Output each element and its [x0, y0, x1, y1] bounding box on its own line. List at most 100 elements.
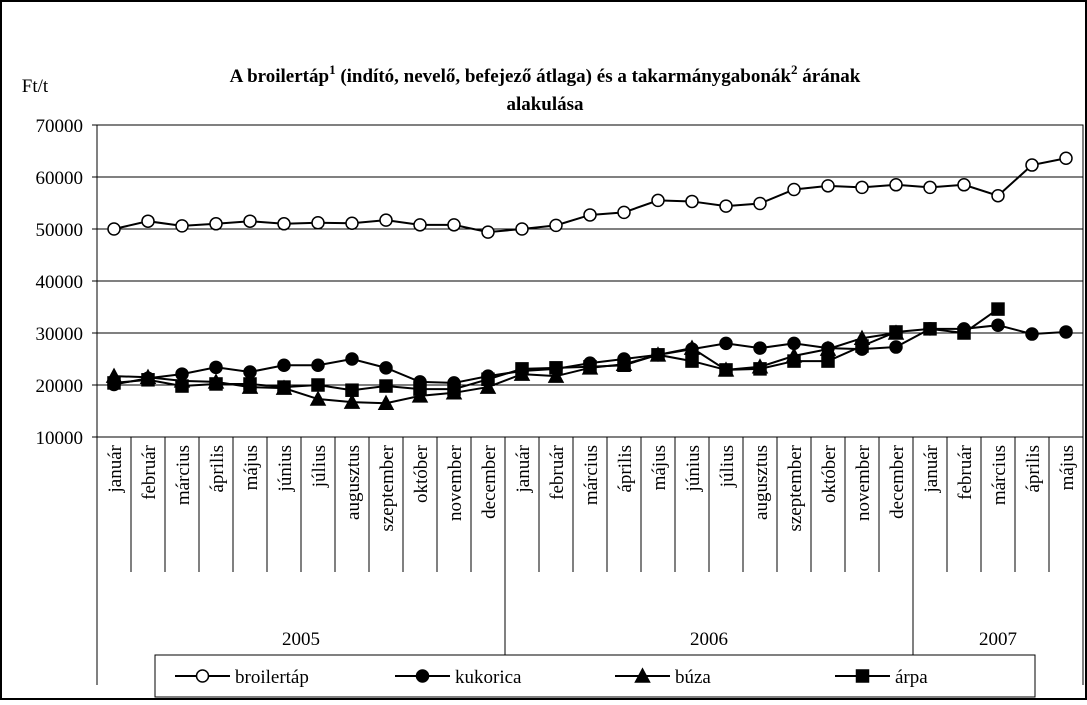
- marker: [821, 354, 835, 368]
- marker: [855, 180, 869, 195]
- marker: [415, 669, 430, 683]
- marker: [685, 354, 699, 368]
- title-part: (indító, nevelő, befejező átlaga) és a t…: [336, 66, 792, 87]
- legend-label: árpa: [895, 667, 928, 688]
- x-tick-label: május: [241, 445, 262, 490]
- plot-area: [96, 124, 1084, 438]
- title-superscript: 1: [329, 62, 336, 77]
- x-tick-label: október: [411, 444, 432, 503]
- x-tick-label: augusztus: [751, 445, 772, 520]
- marker: [175, 219, 189, 233]
- x-tick-label: december: [887, 444, 908, 519]
- x-tick-label: február: [547, 444, 568, 500]
- x-tick-label: március: [173, 445, 194, 505]
- marker: [413, 218, 427, 232]
- chart-title: alakulása: [506, 94, 584, 115]
- marker: [787, 336, 801, 351]
- marker: [957, 322, 971, 336]
- group-label: 2007: [979, 629, 1017, 650]
- x-tick-label: június: [275, 445, 296, 492]
- legend-label: kukorica: [455, 667, 522, 688]
- x-tick-label: január: [921, 444, 942, 493]
- marker: [141, 214, 155, 228]
- marker: [583, 356, 597, 370]
- y-tick-label: 10000: [36, 428, 84, 449]
- x-tick-label: április: [615, 445, 636, 493]
- y-tick-label: 30000: [36, 324, 84, 345]
- x-tick-label: szeptember: [785, 444, 806, 531]
- y-axis-label: Ft/t: [22, 76, 49, 97]
- marker: [753, 196, 767, 211]
- series-line: [113, 332, 897, 405]
- marker: [923, 180, 937, 195]
- title-superscript: 2: [791, 62, 798, 77]
- y-tick-label: 50000: [36, 220, 84, 241]
- marker: [311, 358, 325, 372]
- marker: [685, 194, 699, 209]
- marker: [243, 214, 257, 228]
- marker: [195, 669, 210, 683]
- marker: [821, 341, 835, 355]
- marker: [447, 376, 461, 390]
- x-tick-label: augusztus: [343, 445, 364, 520]
- marker: [379, 213, 393, 227]
- marker: [855, 342, 869, 356]
- marker: [923, 322, 937, 336]
- marker: [855, 669, 870, 683]
- marker: [617, 205, 631, 220]
- marker: [787, 182, 801, 197]
- legend-label: broilertáp: [235, 667, 309, 688]
- marker: [479, 378, 497, 394]
- marker: [889, 340, 903, 354]
- marker: [957, 178, 971, 192]
- marker: [991, 188, 1005, 203]
- marker: [549, 362, 563, 376]
- marker: [583, 208, 597, 222]
- group-label: 2006: [690, 629, 728, 650]
- chart-title: A broilertáp1 (indító, nevelő, befejező …: [230, 62, 861, 87]
- marker: [515, 222, 529, 236]
- marker: [1025, 158, 1039, 172]
- marker: [1059, 151, 1073, 166]
- marker: [379, 361, 393, 375]
- marker: [634, 667, 651, 683]
- marker: [107, 222, 121, 236]
- x-tick-label: március: [989, 445, 1010, 505]
- marker: [311, 216, 325, 230]
- marker: [141, 371, 155, 385]
- group-label: 2005: [282, 629, 320, 650]
- marker: [241, 378, 259, 394]
- marker: [1025, 327, 1039, 341]
- marker: [209, 217, 223, 231]
- marker: [277, 217, 291, 231]
- x-tick-label: július: [309, 445, 330, 488]
- marker: [207, 373, 225, 389]
- marker: [889, 178, 903, 192]
- marker: [343, 393, 361, 409]
- marker: [411, 387, 429, 403]
- x-tick-label: július: [717, 445, 738, 488]
- y-tick-label: 60000: [36, 168, 84, 189]
- title-part: A broilertáp: [230, 66, 329, 87]
- title-part: árának: [798, 66, 861, 87]
- x-tick-label: október: [819, 444, 840, 503]
- marker: [617, 352, 631, 366]
- marker: [1059, 325, 1073, 339]
- x-tick-label: november: [853, 444, 874, 521]
- marker: [719, 199, 733, 213]
- y-tick-label: 70000: [36, 116, 84, 137]
- marker: [717, 361, 735, 377]
- marker: [445, 384, 463, 400]
- marker: [651, 348, 665, 362]
- marker: [515, 364, 529, 378]
- y-tick-label: 20000: [36, 376, 84, 397]
- marker: [753, 341, 767, 355]
- x-tick-label: május: [649, 445, 670, 490]
- marker: [447, 218, 461, 232]
- x-tick-label: január: [105, 444, 126, 493]
- x-tick-label: február: [139, 444, 160, 500]
- x-tick-label: február: [955, 444, 976, 500]
- marker: [175, 367, 189, 381]
